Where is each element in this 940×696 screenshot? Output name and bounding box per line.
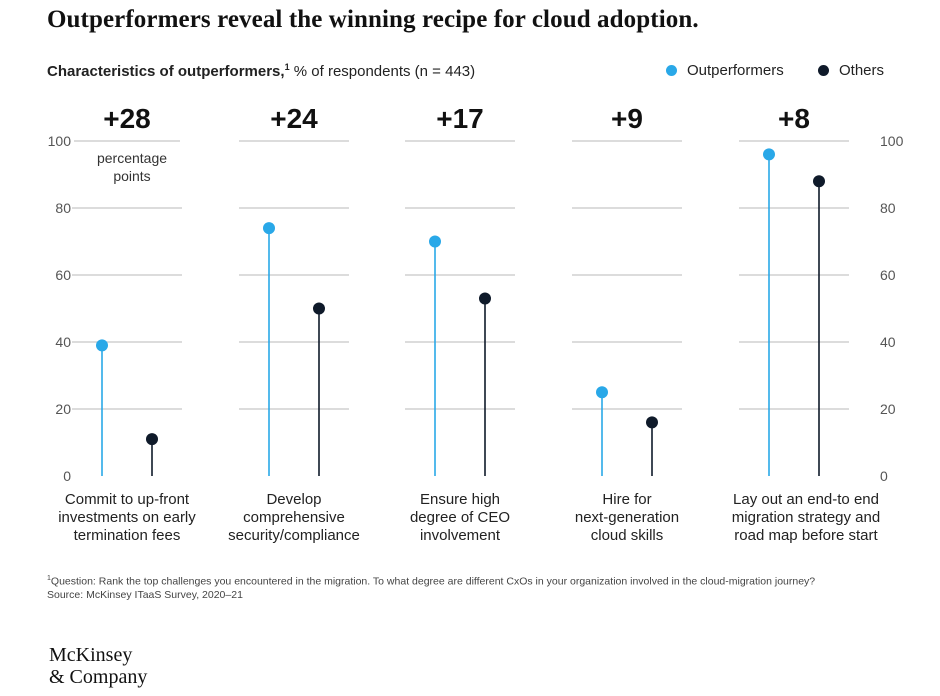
source-text: Source: McKinsey ITaaS Survey, 2020–21 xyxy=(47,588,243,601)
diff-label-4: +8 xyxy=(778,103,810,134)
category-label-4-0: Lay out an end-to end xyxy=(733,491,879,508)
diff-label-0: +28 xyxy=(103,103,151,134)
y-tick-right-100: 100 xyxy=(880,133,904,149)
mckinsey-logo: McKinsey & Company xyxy=(49,644,147,688)
y-tick-right-20: 20 xyxy=(880,401,896,417)
subtitle-bold: Characteristics of outperformers, xyxy=(47,63,285,80)
others-dot-1 xyxy=(313,302,325,315)
y-tick-left-80: 80 xyxy=(55,200,71,216)
category-label-1-1: comprehensive xyxy=(243,509,345,526)
y-tick-left-0: 0 xyxy=(63,468,71,484)
y-tick-right-60: 60 xyxy=(880,267,896,283)
category-label-4-2: road map before start xyxy=(734,527,878,544)
y-tick-right-0: 0 xyxy=(880,468,888,484)
others-dot-0 xyxy=(146,433,158,446)
others-dot-3 xyxy=(646,416,658,429)
diff-label-2: +17 xyxy=(436,103,484,134)
legend-outperformers-marker xyxy=(666,65,677,76)
y-tick-right-80: 80 xyxy=(880,200,896,216)
category-label-2-2: involvement xyxy=(420,527,501,544)
subtitle-rest: % of respondents (n = 443) xyxy=(289,63,476,80)
others-dot-2 xyxy=(479,292,491,305)
category-label-0-2: termination fees xyxy=(74,527,181,544)
outperformers-dot-2 xyxy=(429,235,441,248)
y-tick-left-60: 60 xyxy=(55,267,71,283)
category-label-3-2: cloud skills xyxy=(591,527,664,544)
footnote: 1Question: Rank the top challenges you e… xyxy=(47,572,897,602)
category-label-1-2: security/compliance xyxy=(228,527,360,544)
category-label-3-1: next-generation xyxy=(575,509,679,526)
legend-outperformers: Outperformers xyxy=(666,62,784,79)
y-tick-left-100: 100 xyxy=(48,133,72,149)
chart-subtitle: Characteristics of outperformers,1 % of … xyxy=(47,62,475,80)
dot-stem-chart: 0 0 20 20 40 40 60 60 80 80 100 100 +28 Commit to up-… xyxy=(48,103,904,544)
category-label-4-1: migration strategy and xyxy=(732,509,880,526)
diff-label-1: +24 xyxy=(270,103,318,134)
logo-line-2: & Company xyxy=(49,666,148,688)
footnote-text: Question: Rank the top challenges you en… xyxy=(50,575,816,588)
category-label-0-1: investments on early xyxy=(58,509,196,526)
diff-label-3: +9 xyxy=(611,103,643,134)
y-tick-left-20: 20 xyxy=(55,401,71,417)
legend-outperformers-label: Outperformers xyxy=(687,62,784,79)
category-label-2-1: degree of CEO xyxy=(410,509,510,526)
legend-others-label: Others xyxy=(839,62,885,79)
outperformers-dot-1 xyxy=(263,222,275,235)
category-label-1-0: Develop xyxy=(266,491,321,508)
subtitle-footnote-mark: 1 xyxy=(284,62,290,72)
annotation-line-0: percentage xyxy=(97,150,167,166)
category-label-0-0: Commit to up-front xyxy=(65,491,190,508)
y-tick-right-40: 40 xyxy=(880,334,896,350)
outperformers-dot-0 xyxy=(96,339,108,352)
annotation-line-1: points xyxy=(113,168,150,184)
footnote-mark: 1 xyxy=(47,575,51,582)
outperformers-dot-3 xyxy=(596,386,608,399)
legend-others-marker xyxy=(818,65,829,76)
y-tick-left-40: 40 xyxy=(55,334,71,350)
legend-others: Others xyxy=(818,62,884,79)
chart-title: Outperformers reveal the winning recipe … xyxy=(47,6,699,33)
category-label-3-0: Hire for xyxy=(602,491,651,508)
category-label-2-0: Ensure high xyxy=(420,491,500,508)
logo-line-1: McKinsey xyxy=(49,644,133,666)
outperformers-dot-4 xyxy=(763,148,775,161)
others-dot-4 xyxy=(813,175,825,188)
